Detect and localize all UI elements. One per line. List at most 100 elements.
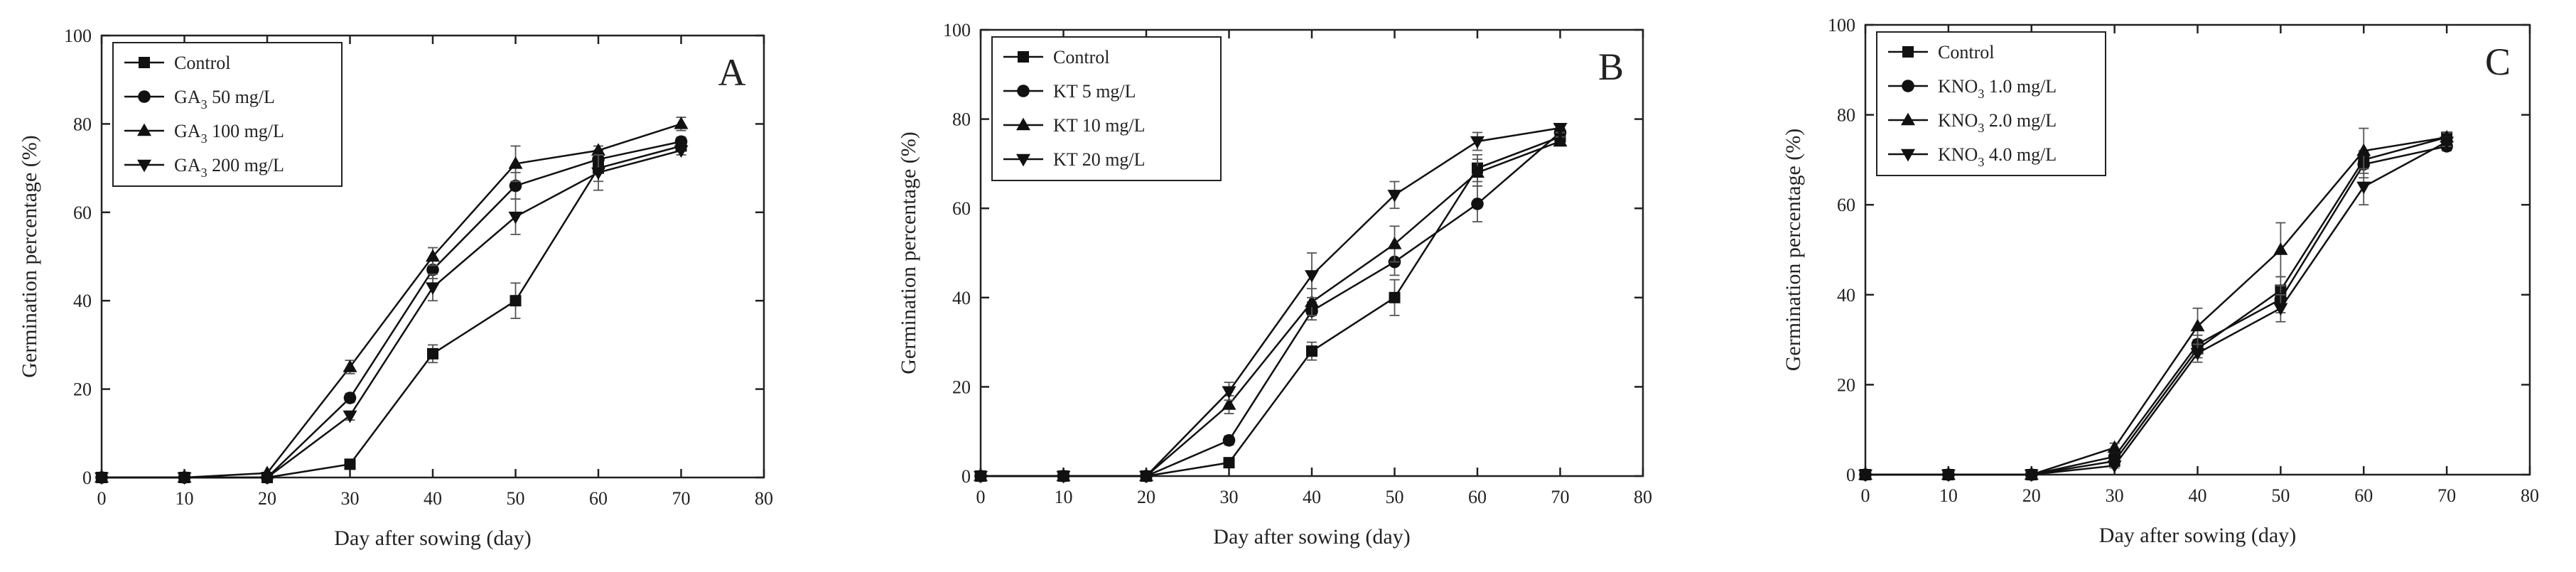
data-point: [1553, 122, 1568, 136]
series-line: [1865, 136, 2447, 476]
x-tick-label: 10: [1055, 487, 1073, 507]
legend-box: [1876, 31, 2106, 176]
series-line: [102, 141, 681, 479]
x-tick-label: 30: [2106, 485, 2124, 506]
panel-letter: B: [1598, 45, 1624, 88]
y-tick-label: 100: [943, 20, 971, 41]
data-point: [510, 295, 522, 307]
data-point: [2273, 242, 2288, 255]
y-tick-label: 40: [73, 291, 92, 311]
y-tick-label: 0: [961, 466, 971, 487]
series-triangle-down: [1858, 136, 2454, 482]
x-tick-label: 80: [755, 488, 773, 509]
legend-label: Control: [1938, 42, 1994, 63]
series-line: [1865, 145, 2447, 476]
y-tick-label: 60: [73, 203, 92, 223]
y-tick-label: 60: [1837, 195, 1855, 215]
data-point: [2190, 347, 2205, 361]
series-triangle-down: [95, 145, 689, 485]
legend-label: KT 20 mg/L: [1053, 149, 1146, 170]
data-point: [2356, 143, 2371, 156]
y-axis-title: Germination percentage (%): [1782, 129, 1805, 372]
data-point: [674, 135, 688, 149]
legend-label: Control: [174, 53, 230, 73]
y-tick-label: 100: [64, 26, 92, 46]
x-tick-label: 60: [2354, 485, 2373, 506]
chart-c-svg: 0 10 20 30 40 50 60 70 80 0 20 40 60 80 100 Day after s…: [1782, 15, 2539, 547]
x-tick-label: 40: [2189, 485, 2207, 506]
x-tick-label: 10: [176, 488, 194, 509]
x-tick-label: 0: [1861, 485, 1870, 506]
data-point: [508, 211, 523, 225]
data-point: [1553, 134, 1568, 147]
x-tick-label: 20: [1137, 487, 1155, 507]
series-triangle-up: [1858, 127, 2454, 480]
series-line: [981, 131, 1561, 477]
legend-marker: [1017, 85, 1030, 97]
data-point: [2273, 303, 2288, 316]
data-point: [1470, 136, 1484, 149]
data-point: [674, 117, 689, 129]
data-point: [591, 143, 605, 156]
chart-panel-a: 0 10 20 30 40 50 60 70 80 0 20 40 60 80 100 Day after s…: [0, 0, 853, 568]
data-point: [1387, 237, 1402, 249]
data-point: [2107, 440, 2122, 453]
data-point: [2107, 460, 2122, 473]
data-point: [1305, 294, 1319, 308]
data-point: [343, 360, 357, 372]
data-point: [260, 472, 274, 485]
legend-label: GA3 100 mg/L: [174, 121, 284, 146]
data-point: [343, 410, 357, 423]
data-point: [427, 347, 438, 360]
y-tick-label: 20: [1837, 374, 1855, 395]
legend-marker: [138, 90, 151, 103]
data-point: [1223, 457, 1235, 469]
series-triangle-down: [974, 122, 1568, 484]
data-point: [509, 179, 522, 193]
legend-marker: [1016, 153, 1030, 167]
y-tick-label: 0: [82, 468, 92, 488]
series-line: [1865, 141, 2447, 476]
x-tick-label: 30: [341, 488, 360, 509]
y-tick-label: 40: [952, 288, 971, 308]
x-axis-title: Day after sowing (day): [1213, 525, 1410, 549]
legend-box: [112, 42, 343, 187]
x-tick-label: 60: [1468, 487, 1487, 507]
data-point: [1471, 198, 1484, 210]
legend-marker: [1902, 46, 1914, 58]
data-point: [1056, 470, 1071, 484]
data-point: [1941, 469, 1956, 482]
series-triangle-up: [974, 134, 1568, 482]
x-tick-label: 70: [2437, 485, 2456, 506]
x-tick-label: 10: [1939, 485, 1958, 506]
x-tick-label: 20: [258, 488, 276, 509]
data-point: [508, 156, 523, 169]
data-point: [974, 470, 988, 484]
y-tick-label: 20: [952, 377, 971, 397]
data-point: [674, 145, 689, 158]
y-tick-label: 80: [73, 114, 92, 134]
data-point: [1858, 469, 1872, 482]
legend-marker: [1901, 149, 1915, 162]
y-tick-label: 100: [1828, 15, 1855, 36]
legend-label: GA3 50 mg/L: [174, 87, 275, 112]
chart-panel-b: 0 10 20 30 40 50 60 70 80 0 20 40 60 80 100 Day after s…: [878, 0, 1730, 568]
panel-letter: C: [2485, 41, 2511, 83]
data-point: [1470, 165, 1484, 178]
legend-label: GA3 200 mg/L: [174, 155, 284, 180]
series-line: [981, 136, 1561, 477]
legend-label: KT 5 mg/L: [1053, 81, 1136, 102]
x-tick-label: 50: [2271, 485, 2290, 506]
x-tick-label: 80: [1634, 487, 1652, 507]
data-point: [2024, 469, 2039, 482]
x-tick-label: 40: [424, 488, 442, 509]
data-point: [1139, 470, 1153, 484]
legend-marker: [1016, 117, 1030, 131]
series-line: [981, 140, 1561, 477]
x-tick-label: 40: [1303, 487, 1321, 507]
data-point: [1222, 397, 1236, 410]
legend-box: [991, 36, 1222, 181]
y-tick-label: 80: [952, 109, 971, 130]
data-point: [1389, 291, 1401, 303]
data-point: [1222, 386, 1236, 399]
